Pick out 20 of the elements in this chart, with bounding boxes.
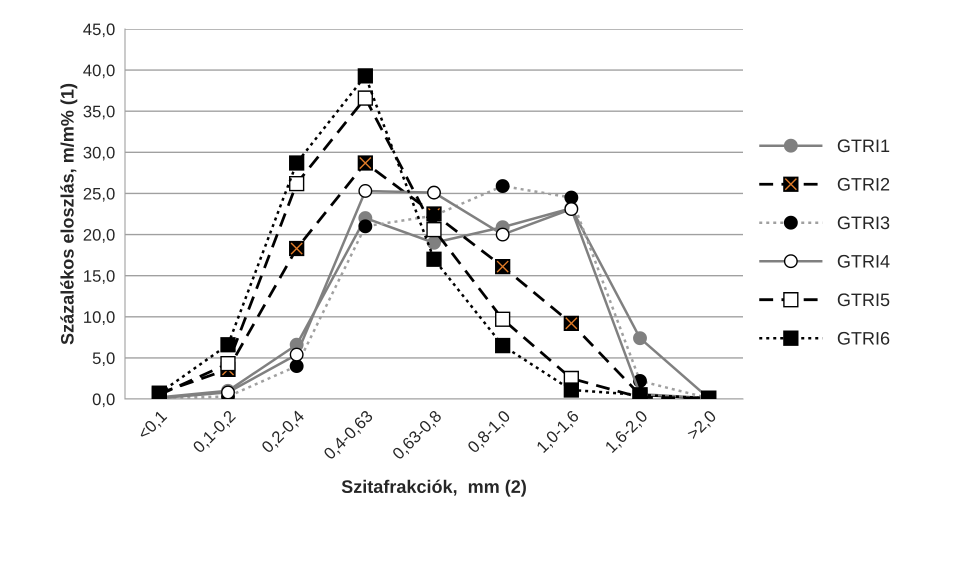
x-tick-label: <0,1: [136, 410, 169, 442]
legend-label: GTRI5: [838, 293, 890, 306]
x-axis-title: Szitafrakciók, mm (2): [342, 480, 526, 497]
x-tick-label: >2,0: [686, 409, 718, 442]
legend-label: GTRI2: [838, 178, 890, 191]
y-tick-label: 15,0: [84, 270, 115, 284]
legend-label: GTRI3: [838, 216, 890, 230]
y-tick-label: 35,0: [83, 106, 115, 120]
y-tick-label: 10,0: [84, 311, 115, 325]
y-tick-label: 45,0: [83, 23, 115, 38]
y-tick-label: 30,0: [83, 146, 115, 161]
y-tick-label: 5,0: [92, 352, 115, 366]
y-tick-label: 25,0: [84, 188, 115, 202]
legend-label: GTRI6: [838, 332, 890, 345]
y-tick-label: 20,0: [84, 228, 115, 243]
legend-label: GTRI4: [838, 254, 890, 268]
y-axis-title: Százalékos eloszlás, m/m% (1): [60, 84, 78, 344]
y-tick-label: 0,0: [92, 393, 115, 408]
y-tick-label: 40,0: [83, 64, 115, 78]
legend-label: GTRI1: [838, 139, 890, 152]
